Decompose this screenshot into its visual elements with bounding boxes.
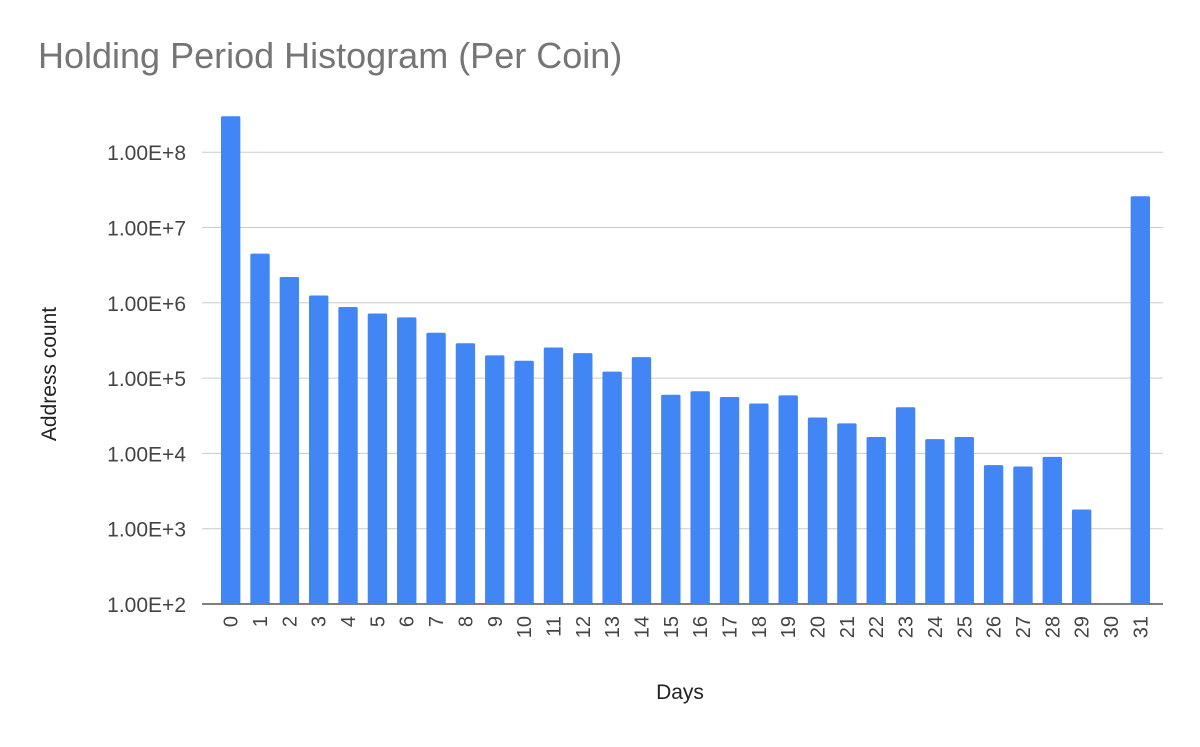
x-tick-label: 1 [250,616,272,627]
bar-day-24 [925,439,945,604]
bar-day-20 [807,417,828,604]
x-tick-label: 29 [1072,616,1094,638]
bar-day-6 [397,317,417,604]
x-tick-label: 31 [1130,616,1152,638]
bar-day-25 [954,437,974,604]
bar-day-3 [309,295,329,604]
bar-day-21 [837,423,857,604]
bar-day-29 [1071,509,1092,604]
y-tick-label: 1.00E+7 [107,218,186,241]
bar-day-4 [338,306,358,604]
y-tick-label: 1.00E+6 [107,293,186,316]
bar-day-31 [1130,196,1151,604]
bar-day-9 [485,355,505,604]
bar-day-13 [602,371,622,604]
x-tick-label: 23 [896,616,918,638]
x-tick-label: 16 [690,616,712,638]
x-tick-label: 20 [808,616,830,638]
x-tick-label: 0 [221,616,243,627]
x-tick-label: 24 [925,616,947,638]
x-tick-label: 21 [837,616,859,638]
x-tick-label: 25 [954,616,976,638]
x-tick-label: 6 [397,616,419,627]
y-tick-label: 1.00E+2 [107,594,186,617]
bar-day-10 [514,360,534,604]
x-axis-label: Days [656,681,704,704]
x-tick-label: 11 [543,616,565,637]
bar-day-22 [866,437,886,604]
x-tick-label: 2 [279,616,301,627]
x-tick-label: 8 [455,616,477,627]
x-tick-label: 15 [661,616,683,638]
x-tick-label: 9 [485,616,507,627]
y-tick-label: 1.00E+8 [107,142,186,165]
bar-day-11 [543,347,564,604]
bar-day-17 [719,397,740,604]
grid-lines [202,151,1163,605]
x-tick-label: 28 [1042,616,1064,638]
x-axis-tick-labels: 0 1 2 3 4 5 6 7 8 9 10 11 12 13 14 15 16 17 18 19 20 21 22 23 24… [221,616,1153,638]
bar-day-8 [455,343,476,604]
bar-day-23 [895,407,916,604]
x-tick-label: 22 [866,616,888,638]
bar-day-5 [367,313,388,604]
y-axis-tick-labels: 1.00E+2 1.00E+3 1.00E+4 1.00E+5 1.00E+6 1.00E… [107,142,186,617]
x-tick-label: 27 [1013,616,1035,638]
bar-day-2 [279,277,300,604]
x-tick-label: 13 [602,616,624,638]
bar-day-19 [778,395,798,604]
x-tick-label: 12 [573,616,595,638]
x-tick-label: 26 [984,616,1006,638]
x-tick-label: 4 [338,616,360,627]
bar-day-1 [250,253,270,604]
x-tick-label: 7 [426,616,448,627]
bar-day-12 [573,353,593,604]
x-tick-label: 19 [778,616,800,638]
y-tick-label: 1.00E+5 [107,368,186,391]
y-axis-label: Address count [38,307,61,441]
bar-day-14 [631,357,652,604]
bar-day-15 [661,394,681,604]
chart-title: Holding Period Histogram (Per Coin) [38,35,622,76]
bar-day-16 [690,391,710,604]
bars [220,116,1151,604]
x-tick-label: 18 [749,616,771,638]
x-tick-label: 30 [1101,616,1123,638]
x-tick-label: 14 [631,616,653,638]
bar-day-0 [220,116,241,604]
y-tick-label: 1.00E+3 [107,519,186,542]
bar-day-28 [1042,456,1062,604]
bar-day-27 [1013,466,1033,604]
y-tick-label: 1.00E+4 [107,443,186,466]
x-tick-label: 3 [309,616,331,627]
bar-day-26 [983,465,1004,604]
x-tick-label: 10 [514,616,536,638]
x-tick-label: 5 [367,616,389,627]
x-tick-label: 17 [720,616,742,638]
bar-day-18 [749,403,769,604]
bar-day-7 [426,332,446,604]
